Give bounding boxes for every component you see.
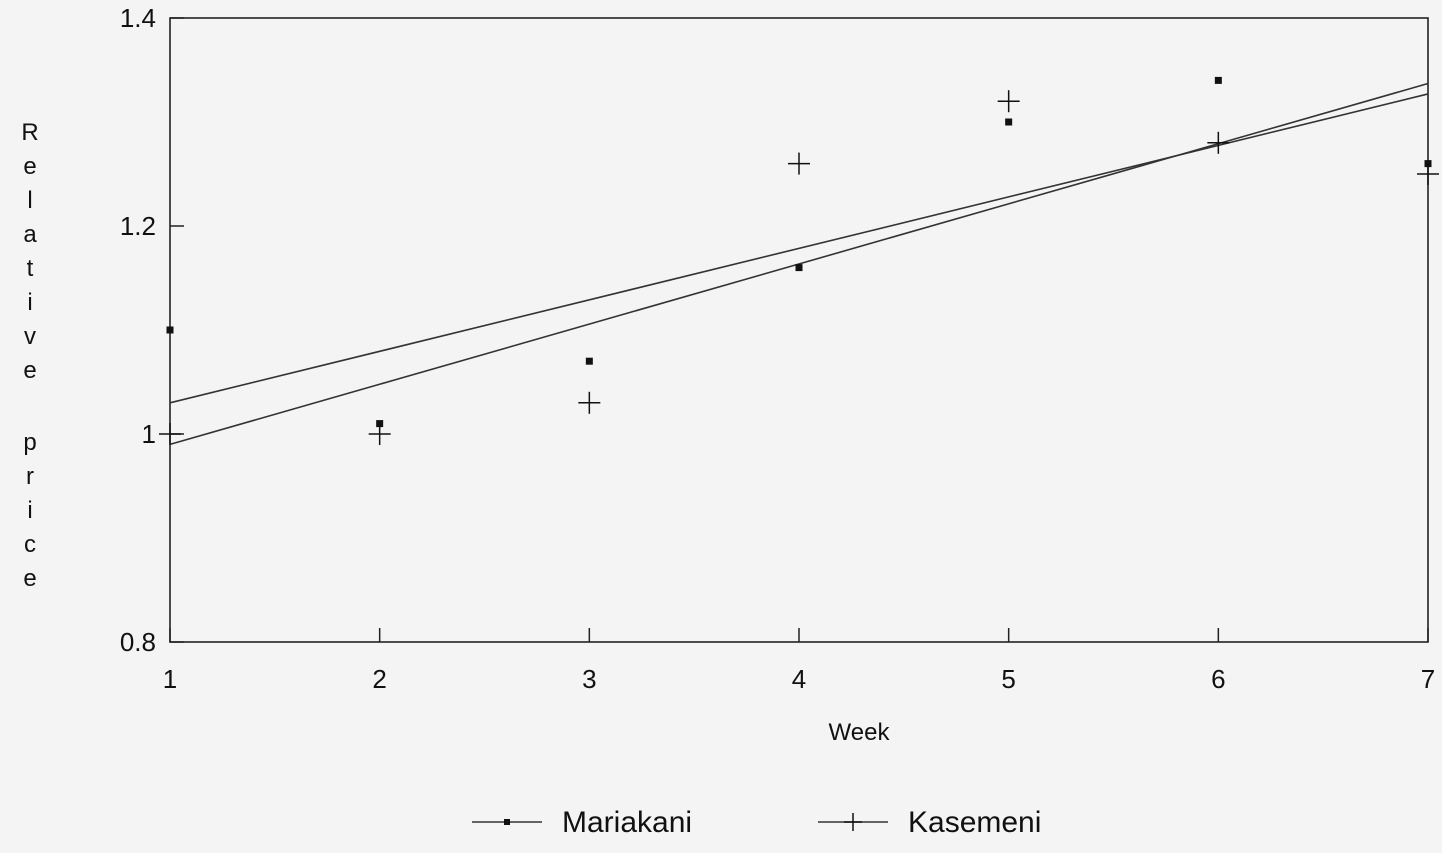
point-mariakani	[166, 326, 174, 334]
x-tick-label: 3	[582, 664, 596, 694]
trend-line-mariakani	[169, 93, 1429, 404]
y-axis-title-letter: e	[23, 153, 36, 180]
y-axis-title-letter: r	[26, 463, 34, 490]
y-tick-label: 1.2	[120, 211, 156, 241]
y-axis-title-letter: l	[27, 187, 32, 214]
legend-item-mariakani: Mariakani	[472, 806, 692, 839]
point-kasemeni	[578, 391, 601, 414]
y-axis-title-letter: a	[23, 221, 37, 248]
y-axis-title-letter: t	[27, 255, 34, 282]
point-mariakani	[795, 264, 803, 272]
x-tick-label: 6	[1211, 664, 1225, 694]
data-points	[159, 76, 1439, 445]
legend-item-kasemeni: Kasemeni	[818, 806, 1041, 839]
point-kasemeni	[1207, 131, 1230, 154]
point-kasemeni	[1417, 163, 1439, 185]
x-tick-label: 5	[1001, 664, 1015, 694]
point-kasemeni	[788, 152, 810, 175]
point-mariakani	[585, 357, 593, 365]
legend-label: Kasemeni	[908, 806, 1041, 839]
y-tick-label: 1.4	[120, 3, 156, 33]
x-axis-title: Week	[829, 719, 891, 746]
point-kasemeni	[368, 423, 391, 445]
y-axis-title-letter: v	[24, 323, 36, 350]
legend-marker	[504, 819, 510, 825]
legend: Mariakani Kasemeni	[472, 806, 1041, 839]
y-axis-title-letter: p	[23, 429, 36, 456]
x-tick-label: 7	[1421, 664, 1435, 694]
x-tick-label: 2	[372, 664, 386, 694]
legend-label: Mariakani	[562, 806, 692, 839]
plot-frame	[169, 17, 1429, 643]
point-mariakani	[1005, 118, 1013, 126]
y-tick-label: 1	[142, 419, 156, 449]
y-axis-title-letter: c	[24, 531, 36, 558]
y-axis-title-letter: R	[21, 119, 38, 146]
y-axis-title-letter: i	[27, 289, 32, 316]
y-axis: 0.8 1 1.2 1.4	[120, 3, 184, 657]
trend-lines	[169, 82, 1429, 446]
y-axis-title-letter: e	[23, 565, 36, 592]
point-mariakani	[1214, 76, 1222, 84]
x-tick-label: 1	[163, 664, 177, 694]
y-axis-title-letter: i	[27, 497, 32, 524]
y-axis-title-letter: e	[23, 357, 36, 384]
point-kasemeni	[997, 90, 1020, 113]
point-kasemeni	[159, 423, 181, 445]
trend-line-kasemeni	[169, 82, 1429, 446]
x-tick-label: 4	[792, 664, 806, 694]
x-axis: 1 2 3 4 5 6 7	[163, 628, 1435, 694]
y-tick-label: 0.8	[120, 627, 156, 657]
